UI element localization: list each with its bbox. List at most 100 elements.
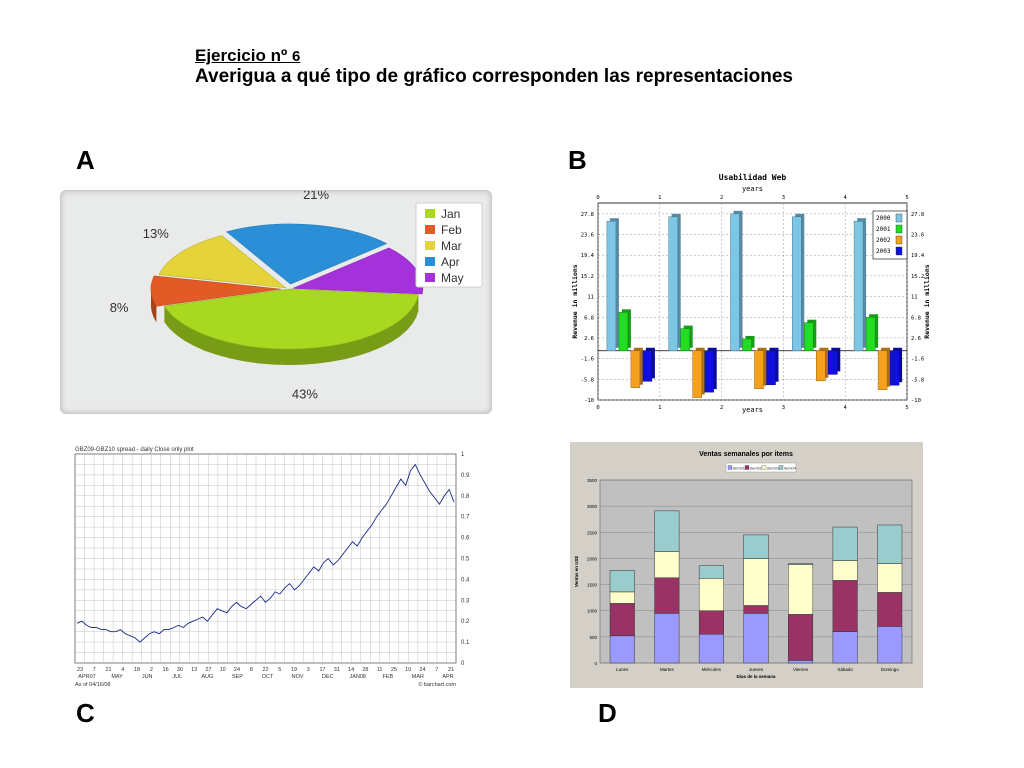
chart-b-ytick-left: 2.6 — [584, 336, 594, 342]
chart-b-xtick-bottom: 5 — [905, 405, 908, 411]
chart-d-bar-item01-martes — [654, 613, 680, 664]
pie-slice-jan — [163, 288, 419, 350]
chart-d-xtick: Lunes — [616, 667, 629, 672]
exercise-heading: Ejercicio nº 6 — [195, 46, 300, 66]
pie-value-label: 13% — [143, 226, 169, 241]
chart-d-ytick: 1000 — [587, 609, 598, 614]
chart-d-bar-item03-miércoles — [698, 578, 724, 611]
chart-b-ytick-right: -10 — [911, 398, 921, 404]
chart-b-xlabel-bottom: years — [742, 406, 763, 414]
chart-b-bar-2002-2 — [692, 350, 702, 398]
chart-b-bar-2001-2 — [680, 328, 690, 351]
chart-b-bar-2002-1 — [630, 350, 641, 388]
chart-d-bar-item04-domingo — [877, 524, 903, 564]
chart-b-bar-2000-3 — [730, 213, 740, 351]
chart-b-legend-label: 2001 — [876, 226, 891, 233]
chart-d-xtick: Miércoles — [702, 667, 722, 672]
chart-c-xtick-month: OCT — [262, 674, 274, 680]
chart-d-xtick: Sábado — [837, 667, 853, 672]
legend-label-apr: Apr — [441, 255, 460, 269]
chart-b-legend-label: 2003 — [876, 248, 891, 255]
chart-d-ylabel: Ventas en US$ — [574, 555, 579, 587]
chart-d-bar-item04-martes — [654, 510, 680, 552]
chart-d-ytick: 1500 — [587, 583, 598, 588]
chart-b-ytick-left: -5.8 — [581, 377, 594, 383]
chart-b-ytick-right: 27.8 — [911, 212, 924, 218]
chart-c-line: GBZ09-GBZ10 spread - daily Close only pl… — [74, 447, 470, 688]
chart-b-legend-swatch — [895, 213, 903, 223]
chart-d-ytick: 2000 — [587, 556, 598, 561]
chart-d-bar-item04-miércoles — [698, 565, 724, 579]
chart-c-xtick-month: NOV — [292, 674, 304, 680]
chart-d-legend-swatch — [727, 465, 733, 470]
chart-c-xtick-day: 17 — [320, 667, 326, 673]
chart-b-bar-2001-3 — [742, 338, 752, 351]
chart-d-legend-label: item04 — [784, 466, 797, 471]
legend-swatch-apr — [425, 257, 435, 266]
chart-c-xtick-month: MAR — [412, 674, 424, 680]
chart-c-xtick-day: 24 — [419, 667, 425, 673]
chart-d-xtick: Martes — [660, 667, 675, 672]
legend-label-may: May — [441, 271, 464, 285]
chart-c-xtick-day: 30 — [177, 667, 183, 673]
chart-d-xtick: Domingo — [881, 667, 900, 672]
chart-b-xtick-bottom: 0 — [596, 405, 599, 411]
chart-c-xtick-month: DEC — [322, 674, 334, 680]
chart-b-ytick-right: -1.6 — [911, 357, 924, 363]
chart-c-xtick-day: 10 — [220, 667, 226, 673]
chart-b-ytick-left: 11 — [587, 295, 594, 301]
chart-c-ytick: 0.1 — [461, 640, 470, 646]
chart-b-ytick-left: -1.6 — [581, 357, 594, 363]
chart-d-xtick: Jueves — [749, 667, 764, 672]
chart-d-legend-swatch — [744, 465, 750, 470]
chart-b-bar-2003-2 — [704, 350, 714, 393]
chart-b-bar-2001-5 — [865, 317, 876, 351]
chart-b-bar-2002-5 — [877, 350, 888, 390]
chart-c-xtick-day: 16 — [163, 667, 169, 673]
chart-b-bar-2000-4 — [792, 216, 802, 352]
chart-d-bar-item02-sábado — [832, 580, 858, 632]
chart-b-legend-label: 2002 — [876, 237, 891, 244]
chart-c-xtick-day: 19 — [291, 667, 297, 673]
chart-c-title: GBZ09-GBZ10 spread - daily Close only pl… — [75, 447, 194, 453]
chart-d-ytick: 500 — [589, 635, 597, 640]
exercise-label: Ejercicio nº — [195, 46, 288, 65]
chart-b-xtick-bottom: 4 — [844, 405, 848, 411]
chart-d-bar-item03-martes — [654, 551, 680, 579]
chart-c-xtick-day: 23 — [77, 667, 83, 673]
chart-d-bar-item04-jueves — [743, 534, 769, 559]
chart-d-ytick: 3000 — [587, 504, 598, 509]
chart-d-stacked: Ventas semanales por items 0 500 1000 1500 20… — [570, 442, 923, 688]
chart-d-bar-item04-sábado — [832, 526, 858, 561]
chart-c-ytick: 0.9 — [461, 473, 470, 479]
chart-b-legend-swatch — [895, 246, 903, 256]
chart-c-ytick: 0 — [461, 661, 465, 667]
chart-b-xtick-top: 2 — [720, 195, 723, 201]
chart-b-xtick-top: 1 — [658, 195, 661, 201]
instruction-text: Averigua a qué tipo de gráfico correspon… — [195, 66, 793, 87]
chart-c-xtick-day: 10 — [405, 667, 411, 673]
chart-c-xtick-day: 7 — [435, 667, 438, 673]
chart-c-xtick-day: 3 — [307, 667, 310, 673]
chart-c-ytick: 0.2 — [461, 619, 470, 625]
pie-slice-mar — [158, 235, 287, 289]
chart-d-bar-item01-miércoles — [698, 633, 724, 664]
pie-slice-side-jan — [164, 294, 419, 365]
chart-c-ytick: 0.6 — [461, 536, 470, 542]
chart-b-bars: Usabilidad Web years years 27.8 27.8 23.6 23.6… — [571, 172, 931, 414]
chart-d-bar-item03-domingo — [877, 563, 903, 593]
chart-d-title: Ventas semanales por items — [699, 451, 793, 458]
chart-c-xtick-day: 4 — [121, 667, 124, 673]
chart-b-legend-label: 2000 — [876, 215, 891, 222]
chart-b-bar-2000-1 — [606, 220, 617, 351]
chart-c-footer-right: © barchart.com — [418, 681, 456, 688]
chart-c-xtick-month: APR07 — [78, 674, 95, 680]
chart-b-bar-2000-5 — [853, 220, 864, 351]
chart-c-xtick-day: 25 — [391, 667, 397, 673]
chart-b-bar-2003-3 — [766, 350, 776, 385]
chart-d-bar-item02-jueves — [743, 605, 769, 614]
pie-slice-side-feb — [151, 289, 157, 323]
chart-c-xtick-day: 21 — [448, 667, 454, 673]
